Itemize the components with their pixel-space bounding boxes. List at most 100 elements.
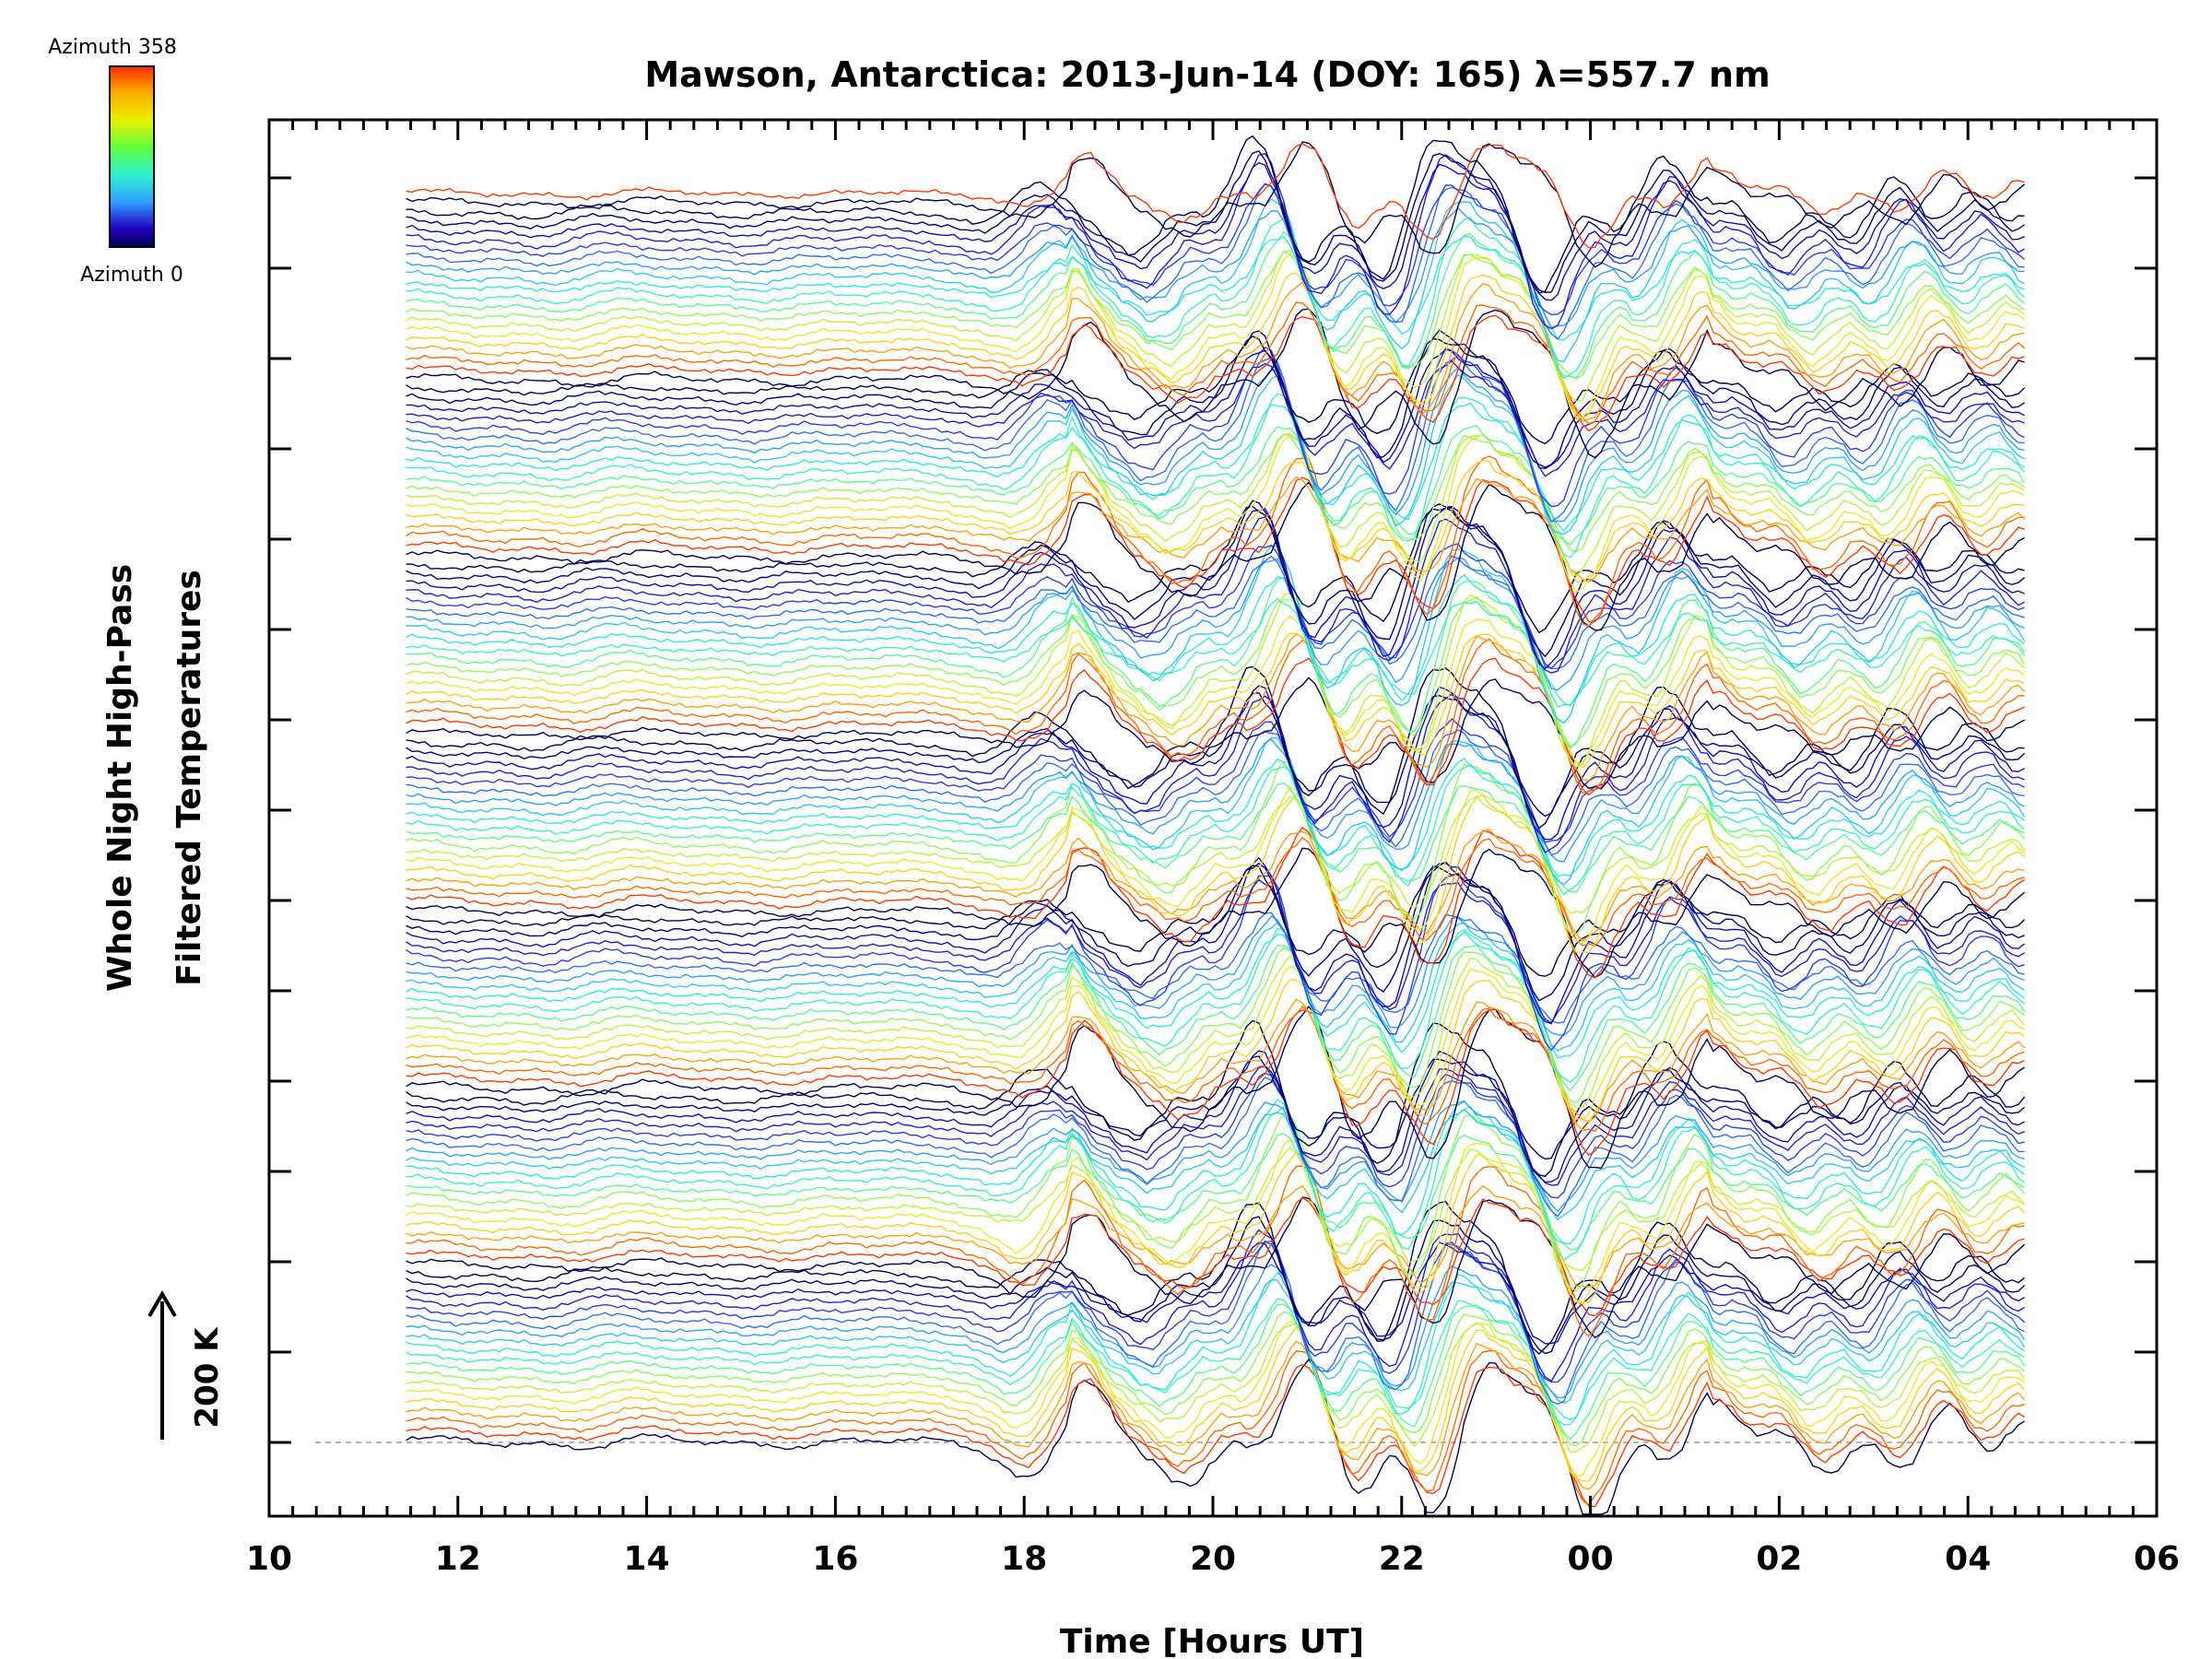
- temperature-trace: [406, 763, 2026, 896]
- temperature-trace: [406, 253, 2026, 419]
- temperature-trace: [406, 1077, 2025, 1218]
- temperature-trace: [406, 1065, 2025, 1186]
- temperature-trace: [406, 1019, 2026, 1177]
- temperature-trace: [406, 182, 2025, 341]
- temperature-trace: [406, 301, 2026, 425]
- temperature-trace: [406, 836, 2025, 947]
- x-tick-label: 20: [1190, 1540, 1236, 1578]
- x-tick-label: 16: [812, 1540, 858, 1578]
- temperature-trace: [406, 947, 2026, 1104]
- y-axis-label-line1: Whole Night High-Pass: [101, 564, 139, 992]
- temperature-trace: [406, 393, 2026, 559]
- temperature-trace: [406, 217, 2026, 380]
- temperature-trace: [406, 931, 2026, 1059]
- y-axis-label-2: Filtered Temperatures: [171, 570, 208, 986]
- x-tick-label: 00: [1568, 1540, 1614, 1578]
- temperature-trace: [406, 1200, 2026, 1355]
- temperature-trace: [406, 1133, 2025, 1251]
- temperature-trace: [406, 718, 2025, 843]
- temperature-trace: [406, 595, 2026, 747]
- temperature-trace: [406, 1320, 2025, 1477]
- temperature-trace: [406, 873, 2025, 1052]
- temperature-trace: [406, 632, 2025, 769]
- temperature-trace: [406, 455, 2025, 627]
- temperature-trace: [406, 251, 2026, 380]
- temperature-trace: [406, 677, 2025, 790]
- temperature-trace: [406, 1165, 2025, 1337]
- temperature-trace: [406, 367, 2025, 523]
- colorbar-gradient: [109, 65, 155, 248]
- temperature-trace: [406, 966, 2025, 1121]
- x-tick-label: 12: [435, 1540, 481, 1578]
- temperature-trace: [406, 433, 2026, 552]
- temperature-trace: [406, 1311, 2026, 1447]
- temperature-trace: [406, 693, 2025, 853]
- trace-series-group: [406, 135, 2026, 1515]
- temperature-trace: [406, 738, 2025, 863]
- temperature-trace: [406, 1138, 2026, 1305]
- temperature-trace: [406, 1111, 2026, 1292]
- temperature-trace: [406, 729, 2025, 856]
- temperature-trace: [406, 793, 2026, 954]
- temperature-trace: [406, 1072, 2025, 1199]
- chart-title: Mawson, Antarctica: 2013-Jun-14 (DOY: 16…: [644, 54, 1770, 95]
- temperature-trace: [406, 1358, 2025, 1515]
- temperature-trace: [406, 979, 2025, 1132]
- temperature-trace: [406, 576, 2026, 749]
- colorbar-bottom-label: Azimuth 0: [80, 264, 183, 287]
- temperature-trace: [406, 736, 2026, 886]
- colorbar-top-label: Azimuth 358: [48, 36, 177, 59]
- temperature-trace: [406, 1264, 2026, 1399]
- temperature-trace: [406, 1278, 2026, 1405]
- temperature-trace: [406, 1105, 2026, 1261]
- x-tick-label: 06: [2134, 1540, 2180, 1578]
- temperature-trace: [406, 685, 2025, 841]
- temperature-trace: [406, 1349, 2025, 1506]
- temperature-trace: [406, 1006, 2025, 1133]
- temperature-trace: [406, 865, 2026, 977]
- temperature-trace: [406, 555, 2025, 669]
- x-tick-label: 10: [246, 1540, 292, 1578]
- temperature-trace: [406, 1196, 2025, 1317]
- temperature-trace: [406, 516, 2025, 674]
- temperature-trace: [406, 944, 2026, 1092]
- temperature-trace: [406, 826, 2025, 979]
- x-tick-label: 04: [1945, 1540, 1991, 1578]
- temperature-trace: [406, 638, 2025, 794]
- temperature-trace: [406, 135, 2025, 294]
- temperature-trace: [406, 507, 2025, 670]
- temperature-trace: [406, 1229, 2025, 1382]
- temperature-trace: [406, 354, 2025, 523]
- temperature-trace: [406, 1240, 2026, 1383]
- temperature-trace: [406, 1055, 2026, 1160]
- temperature-trace: [406, 182, 2026, 316]
- temperature-trace: [406, 1050, 2025, 1183]
- scale-bar: 200 K: [147, 1290, 226, 1440]
- temperature-trace: [406, 1241, 2025, 1345]
- temperature-trace: [406, 477, 2025, 623]
- temperature-trace: [406, 347, 2025, 508]
- temperature-trace: [406, 657, 2025, 796]
- temperature-trace: [406, 782, 2025, 893]
- scale-bar-label: 200 K: [189, 1326, 226, 1429]
- temperature-trace: [406, 633, 2026, 782]
- temperature-trace: [406, 481, 2025, 631]
- temperature-trace: [406, 424, 2026, 547]
- temperature-trace: [406, 598, 2026, 707]
- temperature-trace: [406, 1005, 2025, 1170]
- temperature-trace: [406, 348, 2025, 470]
- temperature-trace: [406, 955, 2026, 1109]
- temperature-trace: [406, 143, 2025, 249]
- temperature-trace: [406, 828, 2025, 943]
- temperature-trace: [406, 860, 2025, 1002]
- temperature-trace: [406, 758, 2026, 877]
- temperature-trace: [406, 794, 2026, 915]
- temperature-trace: [406, 459, 2025, 583]
- temperature-trace: [406, 1146, 2026, 1271]
- temperature-trace: [406, 1363, 2025, 1508]
- temperature-trace: [406, 153, 2025, 330]
- temperature-trace: [406, 545, 2026, 724]
- temperature-trace: [406, 1184, 2025, 1288]
- temperature-trace: [406, 434, 2025, 594]
- x-tick-label: 14: [624, 1540, 670, 1578]
